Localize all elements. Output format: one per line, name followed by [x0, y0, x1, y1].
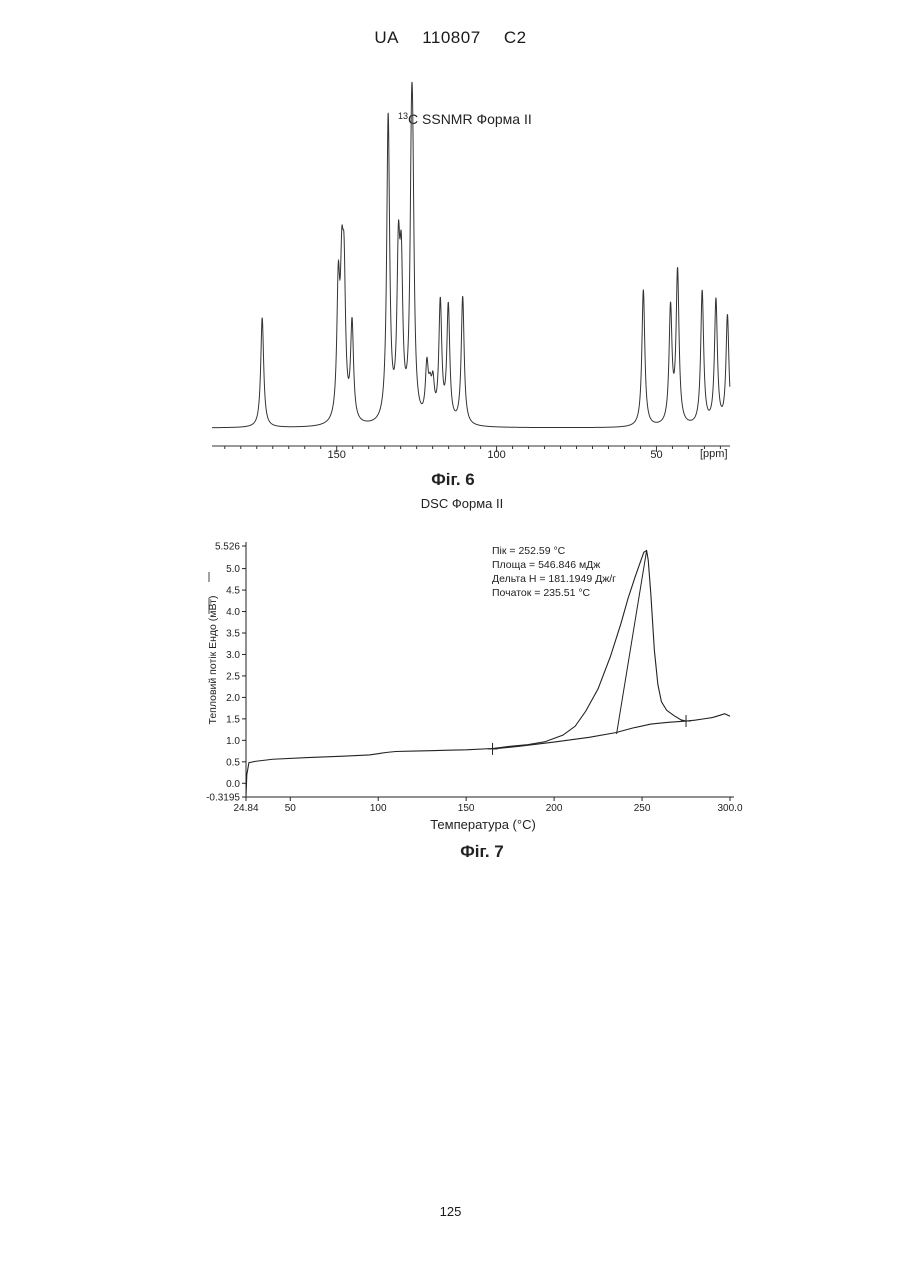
dsc-annotation-delta-h: Дельта H = 181.1949 Дж/г [492, 573, 616, 585]
dsc-y-tick-label: 0.0 [226, 779, 240, 790]
dsc-y-axis-label: Тепловий потік Ендо (мВт) [207, 596, 219, 725]
nmr-x-tick-label: 50 [650, 449, 662, 461]
nmr-spectrum-line [212, 82, 730, 428]
fig6-caption: Фіг. 6 [431, 470, 475, 489]
dsc-onset-tangent [617, 551, 647, 734]
dsc-y-tick-label: 5.0 [226, 564, 240, 575]
nmr-title-superscript: 13 [398, 111, 408, 121]
dsc-y-tick-label: 2.5 [226, 671, 240, 682]
dsc-chart: DSC Форма II 5.526 5.0 4.5 4.0 3.5 3.0 2.5 2.0 1… [206, 496, 743, 861]
dsc-x-tick-label: 300.0 [717, 803, 742, 814]
dsc-y-tick-label: 5.526 [215, 542, 240, 553]
dsc-plot-area [246, 551, 730, 797]
dsc-x-axis-label: Температура (°C) [430, 817, 536, 832]
dsc-y-tick-label: 4.0 [226, 607, 240, 618]
dsc-y-tick-label: 3.0 [226, 650, 240, 661]
dsc-axes: 5.526 5.0 4.5 4.0 3.5 3.0 2.5 2.0 1.5 1.0 0.5 0.0 -0… [206, 542, 743, 815]
fig7-caption: Фіг. 7 [460, 842, 504, 861]
dsc-y-tick-label: 2.0 [226, 693, 240, 704]
nmr-x-tick-label: 100 [487, 449, 505, 461]
nmr-x-tick-label: 150 [328, 449, 346, 461]
dsc-curve [246, 551, 730, 797]
dsc-y-tick-label: 1.5 [226, 714, 240, 725]
dsc-y-tick-label: -0.3195 [206, 793, 240, 804]
dsc-x-tick-label: 200 [546, 803, 563, 814]
dsc-x-tick-label: 150 [458, 803, 475, 814]
page-number: 125 [0, 1204, 901, 1219]
dsc-annotation-peak: Пік = 252.59 °C [492, 545, 566, 557]
dsc-x-tick-label: 24.84 [233, 803, 258, 814]
dsc-x-tick-label: 250 [634, 803, 651, 814]
nmr-chart: 13C SSNMR Форма II 150 100 50 [ppm] Фіг. 6 [212, 82, 730, 489]
dsc-x-tick-label: 50 [285, 803, 297, 814]
dsc-title: DSC Форма II [421, 496, 503, 511]
nmr-title: 13C SSNMR Форма II [398, 111, 532, 127]
dsc-y-tick-label: 3.5 [226, 628, 240, 639]
nmr-x-axis: 150 100 50 [212, 446, 730, 461]
dsc-y-tick-label: 1.0 [226, 736, 240, 747]
dsc-annotation-onset: Початок = 235.51 °C [492, 587, 591, 599]
dsc-annotation-area: Площа = 546.846 мДж [492, 559, 600, 571]
dsc-y-tick-label: 0.5 [226, 757, 240, 768]
nmr-title-text: C SSNMR Форма II [408, 111, 532, 127]
nmr-x-axis-label: [ppm] [700, 448, 728, 460]
dsc-y-tick-label: 4.5 [226, 586, 240, 597]
dsc-x-tick-label: 100 [370, 803, 387, 814]
dsc-annotations: Пік = 252.59 °C Площа = 546.846 мДж Дель… [492, 545, 616, 599]
